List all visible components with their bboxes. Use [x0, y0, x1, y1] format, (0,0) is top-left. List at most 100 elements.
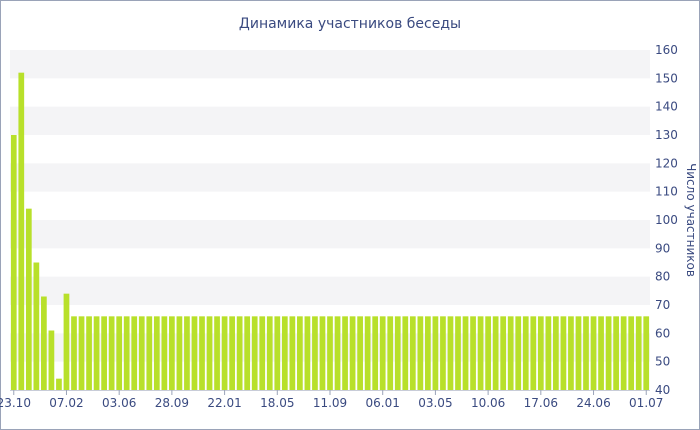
- bar[interactable]: [583, 316, 589, 390]
- bar[interactable]: [25, 208, 32, 390]
- bar[interactable]: [628, 316, 635, 390]
- x-axis-ticks: 23.10 07.02 03.06 28.09 22.01 18.05 11.09 06.01…: [0, 390, 663, 410]
- bar[interactable]: [447, 316, 454, 390]
- bar[interactable]: [598, 316, 604, 390]
- bar[interactable]: [643, 316, 650, 390]
- bar[interactable]: [560, 316, 567, 390]
- bar[interactable]: [199, 316, 205, 390]
- bar[interactable]: [387, 316, 394, 390]
- bar[interactable]: [605, 316, 612, 390]
- bar[interactable]: [440, 316, 446, 390]
- grid-band: [10, 106, 650, 135]
- bar[interactable]: [492, 316, 499, 390]
- bar[interactable]: [455, 316, 461, 390]
- bar[interactable]: [48, 330, 55, 391]
- bar[interactable]: [221, 316, 228, 390]
- x-tick-label: 01.07: [629, 396, 663, 410]
- bar[interactable]: [236, 316, 243, 390]
- bar[interactable]: [537, 316, 544, 390]
- bar[interactable]: [146, 316, 153, 390]
- bar[interactable]: [18, 72, 25, 391]
- grid-bands: [10, 50, 650, 362]
- bar[interactable]: [71, 316, 77, 390]
- bar[interactable]: [372, 316, 379, 390]
- bar[interactable]: [297, 316, 303, 390]
- bar[interactable]: [477, 316, 484, 390]
- bar[interactable]: [161, 316, 168, 390]
- bar[interactable]: [10, 135, 17, 390]
- bar[interactable]: [184, 316, 190, 390]
- bar[interactable]: [206, 316, 213, 390]
- bar[interactable]: [522, 316, 529, 390]
- bar[interactable]: [244, 316, 251, 390]
- bar[interactable]: [409, 316, 416, 390]
- bar[interactable]: [63, 293, 70, 390]
- bar[interactable]: [620, 316, 627, 390]
- bar[interactable]: [101, 316, 107, 390]
- x-tick-label: 22.01: [207, 396, 241, 410]
- bar[interactable]: [379, 316, 386, 390]
- bar[interactable]: [530, 316, 537, 390]
- grid-band: [10, 220, 650, 249]
- bar[interactable]: [342, 316, 348, 390]
- bar[interactable]: [191, 316, 198, 390]
- bar[interactable]: [169, 316, 175, 390]
- y-tick-label: 40: [655, 383, 670, 397]
- bar[interactable]: [470, 316, 476, 390]
- x-tick-label: 18.05: [260, 396, 294, 410]
- bar[interactable]: [485, 316, 491, 390]
- bar[interactable]: [56, 378, 62, 390]
- bar[interactable]: [131, 316, 138, 390]
- bar[interactable]: [214, 316, 220, 390]
- bar[interactable]: [613, 316, 619, 390]
- bar[interactable]: [138, 316, 145, 390]
- bar[interactable]: [568, 316, 574, 390]
- bar[interactable]: [86, 316, 92, 390]
- bar[interactable]: [357, 316, 363, 390]
- bar[interactable]: [545, 316, 552, 390]
- bar[interactable]: [402, 316, 409, 390]
- bar[interactable]: [364, 316, 371, 390]
- bar[interactable]: [108, 316, 115, 390]
- bar[interactable]: [500, 316, 507, 390]
- bar[interactable]: [289, 316, 296, 390]
- bar[interactable]: [327, 316, 333, 390]
- bar[interactable]: [590, 316, 597, 390]
- bar[interactable]: [259, 316, 266, 390]
- bar[interactable]: [153, 316, 160, 390]
- bar[interactable]: [304, 316, 311, 390]
- y-axis-title: Число участников: [684, 163, 698, 277]
- bar[interactable]: [425, 316, 431, 390]
- bar[interactable]: [575, 316, 582, 390]
- bar[interactable]: [319, 316, 326, 390]
- bar[interactable]: [515, 316, 522, 390]
- bar[interactable]: [274, 316, 281, 390]
- grid-band: [10, 50, 650, 79]
- bar[interactable]: [41, 296, 47, 391]
- bar[interactable]: [432, 316, 439, 390]
- bar[interactable]: [334, 316, 341, 390]
- bar[interactable]: [93, 316, 100, 390]
- bar[interactable]: [462, 316, 469, 390]
- bar[interactable]: [553, 316, 559, 390]
- bar[interactable]: [116, 316, 123, 390]
- bar[interactable]: [229, 316, 235, 390]
- bar[interactable]: [123, 316, 130, 390]
- bar[interactable]: [251, 316, 258, 390]
- bar[interactable]: [33, 262, 40, 391]
- bar[interactable]: [507, 316, 514, 390]
- bar[interactable]: [417, 316, 424, 390]
- y-tick-label: 50: [655, 355, 670, 369]
- x-tick-label: 07.02: [49, 396, 83, 410]
- bar[interactable]: [349, 316, 356, 390]
- bar[interactable]: [176, 316, 183, 390]
- bar[interactable]: [394, 316, 401, 390]
- y-tick-label: 130: [655, 128, 678, 142]
- bar[interactable]: [635, 316, 642, 390]
- y-axis-ticks: 40 50 60 70 80 90 100 110 120 130 140 150 160: [655, 43, 678, 397]
- bar[interactable]: [78, 316, 85, 390]
- bar[interactable]: [281, 316, 288, 390]
- bar[interactable]: [312, 316, 318, 390]
- bar[interactable]: [266, 316, 273, 390]
